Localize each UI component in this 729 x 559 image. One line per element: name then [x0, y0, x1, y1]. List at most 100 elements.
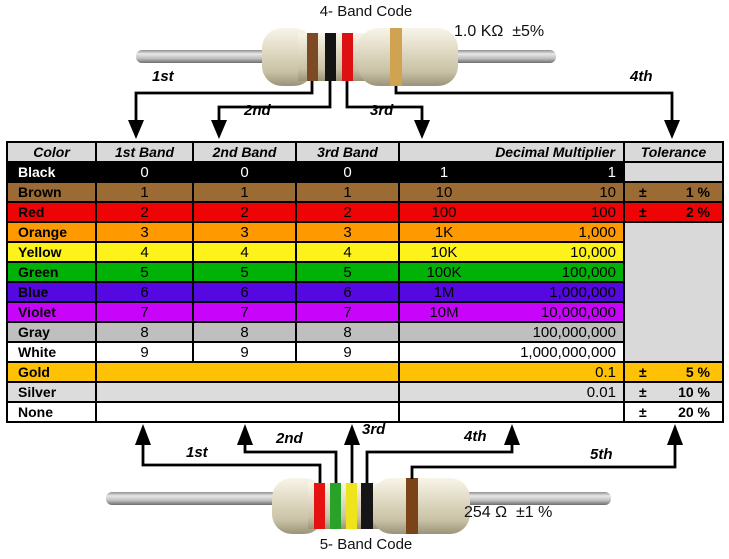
band2-cell: 1	[192, 181, 297, 203]
color-name-cell: White	[6, 341, 97, 363]
tolerance-sign: ±	[639, 204, 647, 220]
multiplier-short-value: 10M	[429, 303, 459, 321]
band3-cell: 9	[295, 341, 400, 363]
multiplier-short-value: 1K	[434, 223, 454, 241]
arrowhead-top-2nd	[211, 120, 227, 139]
multiplier-cell: 10 10	[398, 181, 625, 203]
four-band-resistor-value: 1.0 KΩ ±5%	[454, 23, 545, 40]
pointer-label-bottom-4th: 4th	[464, 428, 487, 445]
table-row-red: Red 2 2 2 100 100 ±2 %	[6, 201, 724, 223]
color-name-cell: Blue	[6, 281, 97, 303]
table-row-black: Black 0 0 0 1 1	[6, 161, 724, 183]
color-code-table-body: Black 0 0 0 1 1 Brown 1 1 1 10 10 ±1 % Red 2 2 2 100 100 ±2…	[6, 161, 724, 423]
multiplier-cell: 100K 100,000	[398, 261, 625, 283]
arrow-top-4th	[394, 86, 674, 122]
arrow-bottom-4th	[365, 443, 514, 483]
band3-cell: 6	[295, 281, 400, 303]
color-name-cell: Black	[6, 161, 97, 183]
arrow-bottom-1st	[141, 443, 322, 483]
multiplier-short-value: 100	[431, 203, 457, 221]
top-band-2-black	[325, 33, 336, 81]
band1-cell: 8	[95, 321, 194, 343]
tolerance-value: 20 %	[678, 404, 710, 420]
tolerance-sign: ±	[639, 384, 647, 400]
table-row-orange: Orange 3 3 3 1K 1,000	[6, 221, 724, 363]
pointer-label-top-4th: 4th	[630, 68, 653, 85]
tolerance-cell: ±5 %	[623, 361, 724, 383]
arrow-top-2nd	[217, 81, 332, 122]
arrowhead-top-4th	[664, 120, 680, 139]
bottom-band-2-green	[330, 483, 341, 529]
multiplier-short-value: 1	[439, 163, 449, 181]
tolerance-value: 10 %	[678, 384, 710, 400]
tolerance-value: 2 %	[685, 204, 710, 220]
color-name-cell: Gold	[6, 361, 97, 383]
color-name-cell: Violet	[6, 301, 97, 323]
tolerance-cell: ±1 %	[623, 181, 724, 203]
color-name-cell: None	[6, 401, 97, 423]
table-row-violet: Violet 7 7 7 10M 10,000,000	[6, 301, 723, 323]
table-row-green: Green 5 5 5 100K 100,000	[6, 261, 723, 283]
five-band-resistor-illustration	[106, 478, 611, 534]
bands-merged-cell	[95, 381, 400, 403]
four-band-resistor-illustration	[136, 28, 556, 86]
arrow-bottom-5th	[410, 443, 677, 479]
header-1st-band: 1st Band	[95, 141, 194, 163]
band3-cell: 7	[295, 301, 400, 323]
band2-cell: 4	[192, 241, 297, 263]
multiplier-long-value: 1	[607, 163, 616, 181]
multiplier-long-value: 10	[599, 183, 616, 201]
multiplier-long-value: 100	[590, 203, 616, 221]
table-row-gold: Gold 0.1 ±5 %	[6, 361, 724, 383]
multiplier-long-value: 0.01	[586, 383, 616, 401]
color-name-cell: Silver	[6, 381, 97, 403]
arrowhead-bottom-4th	[504, 424, 520, 445]
multiplier-long-value: 0.1	[595, 363, 616, 381]
multiplier-short-value: 10	[435, 183, 453, 201]
band1-cell: 3	[95, 221, 194, 243]
arrowhead-top-3rd	[414, 120, 430, 139]
pointer-label-bottom-3rd: 3rd	[362, 421, 386, 438]
bands-merged-cell	[95, 401, 400, 423]
pointer-label-top-1st: 1st	[152, 68, 174, 85]
top-pointer-arrows	[128, 81, 680, 139]
band3-cell: 4	[295, 241, 400, 263]
arrowhead-bottom-5th	[667, 424, 683, 445]
arrowhead-bottom-2nd	[237, 424, 253, 445]
band3-cell: 3	[295, 221, 400, 243]
color-name-cell: Red	[6, 201, 97, 223]
bottom-band-4-black	[361, 483, 373, 529]
pointer-label-bottom-5th: 5th	[590, 446, 613, 463]
multiplier-cell: 1K 1,000	[398, 221, 625, 243]
table-header-row: Color 1st Band 2nd Band 3rd Band Decimal…	[6, 141, 724, 163]
arrowhead-bottom-1st	[135, 424, 151, 445]
table-row-none: None ±20 %	[6, 401, 724, 423]
multiplier-cell: 1M 1,000,000	[398, 281, 625, 303]
pointer-label-bottom-1st: 1st	[186, 444, 208, 461]
band1-cell: 7	[95, 301, 194, 323]
band1-cell: 2	[95, 201, 194, 223]
band2-cell: 2	[192, 201, 297, 223]
arrow-bottom-2nd	[243, 443, 338, 483]
band2-cell: 5	[192, 261, 297, 283]
color-name-cell: Orange	[6, 221, 97, 243]
tolerance-value: 5 %	[685, 364, 710, 380]
band3-cell: 2	[295, 201, 400, 223]
multiplier-short-value: 10K	[430, 243, 458, 261]
header-tolerance: Tolerance	[623, 141, 724, 163]
tolerance-cell: ±2 %	[623, 201, 724, 223]
four-band-code-title: 4- Band Code	[319, 3, 413, 20]
bottom-band-1-red	[314, 483, 325, 529]
tolerance-cell: ±10 %	[623, 381, 724, 403]
band2-cell: 0	[192, 161, 297, 183]
band3-cell: 0	[295, 161, 400, 183]
multiplier-cell: 1,000,000,000	[398, 341, 625, 363]
table-row-white: White 9 9 9 1,000,000,000	[6, 341, 723, 363]
multiplier-cell: 10M 10,000,000	[398, 301, 625, 323]
bottom-pointer-arrows	[135, 424, 683, 483]
tolerance-value: 1 %	[685, 184, 710, 200]
tolerance-empty-cell	[623, 161, 724, 183]
